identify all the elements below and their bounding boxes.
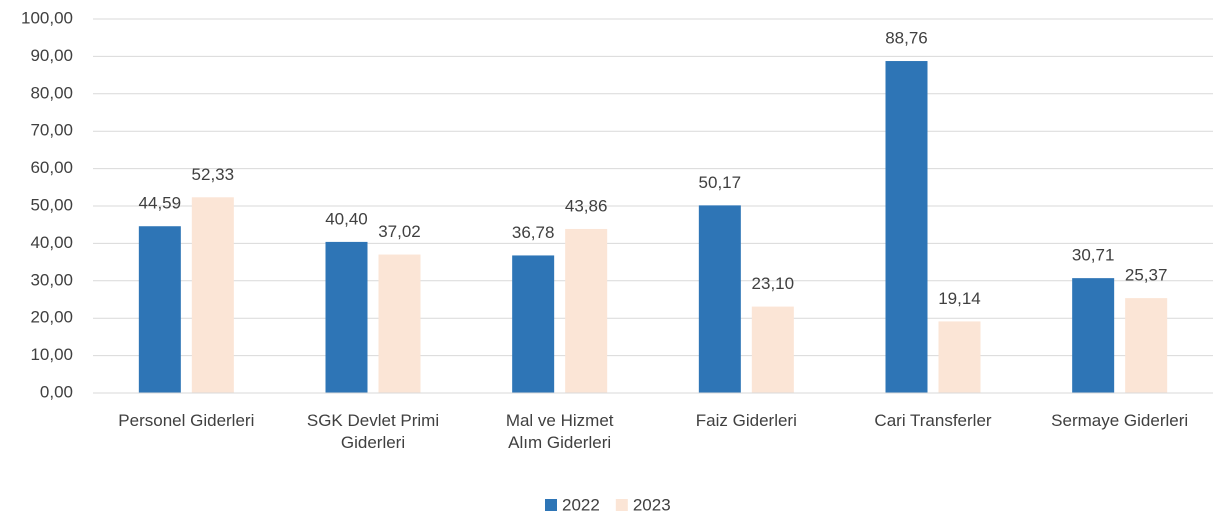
legend-label: 2023	[633, 495, 671, 514]
data-label: 50,17	[699, 173, 742, 192]
y-tick-label: 30,00	[30, 270, 73, 289]
x-tick-label: Cari Transferler	[874, 411, 992, 430]
bar	[565, 228, 608, 393]
bar	[751, 306, 794, 393]
bar	[378, 254, 421, 393]
y-tick-label: 90,00	[30, 46, 73, 65]
x-tick-label: Personel Giderleri	[118, 411, 255, 430]
bar	[885, 61, 928, 394]
data-label: 40,40	[325, 209, 368, 228]
x-tick-label: Sermaye Giderleri	[1051, 411, 1189, 430]
data-label: 30,71	[1072, 246, 1115, 265]
bar	[512, 255, 555, 393]
data-label: 44,59	[139, 194, 182, 213]
data-label: 52,33	[192, 165, 235, 184]
legend-swatch	[615, 499, 628, 511]
y-tick-label: 50,00	[30, 195, 73, 214]
bar	[138, 226, 181, 393]
y-tick-label: 0,00	[40, 382, 73, 401]
bar	[698, 205, 741, 393]
bar	[191, 197, 234, 393]
y-tick-label: 80,00	[30, 83, 73, 102]
legend-swatch	[545, 499, 557, 511]
x-tick-label: Mal ve Hizmet Alım Giderleri	[505, 411, 614, 452]
bar	[938, 321, 981, 393]
x-tick-label: SGK Devlet Primi Giderleri	[306, 411, 440, 452]
bar	[1125, 298, 1168, 393]
data-label: 36,78	[512, 223, 555, 242]
data-label: 37,02	[378, 222, 421, 241]
y-tick-label: 40,00	[30, 233, 73, 252]
y-tick-label: 10,00	[30, 345, 73, 364]
y-tick-label: 70,00	[30, 121, 73, 140]
y-tick-label: 20,00	[30, 308, 73, 327]
x-tick-label: Faiz Giderleri	[695, 411, 797, 430]
y-tick-label: 60,00	[30, 158, 73, 177]
data-label: 88,76	[885, 29, 928, 48]
bar	[325, 241, 368, 393]
y-tick-label: 100,00	[21, 8, 73, 27]
data-label: 23,10	[752, 274, 795, 293]
legend-label: 2022	[562, 495, 600, 514]
data-label: 19,14	[938, 289, 981, 308]
bar	[1072, 278, 1115, 393]
data-label: 43,86	[565, 196, 608, 215]
data-label: 25,37	[1125, 266, 1168, 285]
